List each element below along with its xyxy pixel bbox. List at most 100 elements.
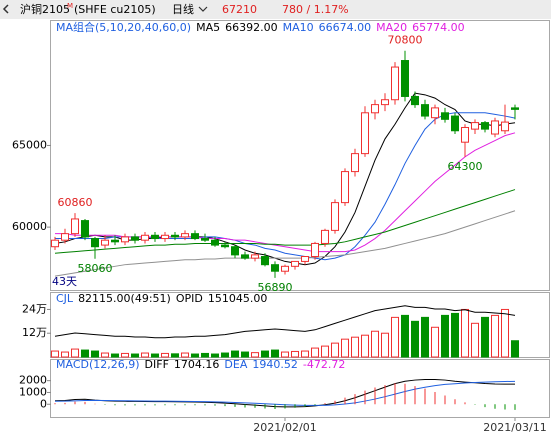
price-annotation: 60860 (58, 196, 93, 209)
last-price: 67210 (222, 3, 257, 16)
volume-bar (191, 353, 199, 358)
volume-bar (151, 353, 159, 358)
legend-name: MA5 (196, 21, 220, 34)
price-annotation: 64300 (448, 160, 483, 173)
x-tick-label: 2021/02/01 (253, 421, 316, 434)
candle-body (301, 256, 309, 262)
candle-body (161, 234, 169, 240)
candle-body (501, 121, 509, 132)
candle-body (171, 234, 179, 238)
legend-value: 65774.00 (412, 21, 465, 34)
corner-text: 43天 (52, 275, 77, 288)
candle-body (151, 234, 159, 240)
candle-body (201, 238, 209, 241)
header-bar (0, 0, 551, 19)
candle-body (141, 234, 149, 241)
candle-body (461, 126, 469, 143)
volume-bar (331, 342, 339, 358)
volume-bar (381, 332, 389, 358)
volume-bar (391, 316, 399, 358)
price-annotation: 56890 (258, 281, 293, 294)
volume-bar (351, 336, 359, 358)
candle-body (251, 254, 259, 259)
legend-value: 1704.16 (174, 358, 220, 371)
volume-bar (51, 350, 59, 358)
volume-bar (231, 350, 239, 358)
period-dropdown[interactable] (198, 6, 208, 12)
volume-bar (511, 340, 519, 358)
candle-body (391, 66, 399, 101)
candle-body (221, 244, 229, 248)
candle-body (61, 233, 69, 241)
candle-body (311, 242, 319, 258)
candle-body (491, 120, 499, 135)
volume-bar (211, 353, 219, 358)
macd-line (54, 378, 516, 408)
volume-bar (361, 334, 369, 358)
candle-body (71, 218, 79, 235)
y-tick-label: 2000 (19, 374, 47, 387)
volume-bar (491, 314, 499, 358)
volume-bar (171, 353, 179, 358)
volume-bar (241, 351, 249, 358)
legend-value: 82115.00(49:51) (78, 292, 171, 305)
candle-body (191, 233, 199, 240)
volume-bar (71, 348, 79, 358)
volume-bar (91, 350, 99, 358)
change: 780 / 1.17% (282, 3, 349, 16)
candle-body (411, 95, 419, 106)
back-icon[interactable] (2, 4, 9, 14)
volume-bar (201, 352, 209, 358)
volume-bar (371, 330, 379, 358)
volume-bar (271, 349, 279, 358)
period[interactable]: 日线 (172, 2, 194, 16)
candle-body (271, 264, 279, 272)
y-tick-label: 65000 (12, 138, 47, 151)
volume-bar (101, 352, 109, 358)
volume-bar (251, 352, 259, 358)
legend-title: MACD(12,26,9) (56, 358, 140, 371)
legend-value: 66674.00 (319, 21, 372, 34)
symbol-mark: M (67, 2, 73, 10)
volume-bar (291, 350, 299, 358)
candle-body (101, 239, 109, 246)
volume-bar (301, 350, 309, 358)
legend-name: OPID (176, 292, 203, 305)
candle-body (401, 60, 409, 97)
volume-bar (111, 353, 119, 358)
ma-line (54, 189, 516, 254)
y-tick-label: 1000 (19, 385, 47, 398)
candle-body (211, 239, 219, 246)
macd-line (54, 380, 516, 406)
legend-value: 1940.52 (252, 358, 298, 371)
volume-bar (441, 314, 449, 358)
volume-bar (261, 350, 269, 358)
legend-value: 151045.00 (208, 292, 268, 305)
candle-body (181, 233, 189, 238)
legend-name: DEA (224, 358, 247, 371)
candle-body (441, 112, 449, 120)
volume-bar (321, 345, 329, 358)
volume-bar (421, 316, 429, 358)
candle-body (231, 246, 239, 256)
legend-name: MA20 (376, 21, 407, 34)
symbol: 沪铜2105 (20, 2, 70, 16)
candle-body (361, 112, 369, 155)
volume-bar (471, 322, 479, 358)
volume-bar (141, 352, 149, 358)
volume-bar (401, 314, 409, 358)
candle-body (351, 153, 359, 173)
candle-body (451, 115, 459, 132)
ma-line (54, 210, 516, 277)
price-pane (50, 20, 550, 291)
candle-body (381, 99, 389, 106)
y-tick-label: 60000 (12, 220, 47, 233)
legend-value: 66392.00 (225, 21, 278, 34)
volume-bar (281, 351, 289, 358)
legend-value: -472.72 (303, 358, 345, 371)
macd-pane (50, 359, 550, 418)
candle-body (421, 104, 429, 117)
candle-body (241, 254, 249, 259)
volume-bar (461, 308, 469, 358)
